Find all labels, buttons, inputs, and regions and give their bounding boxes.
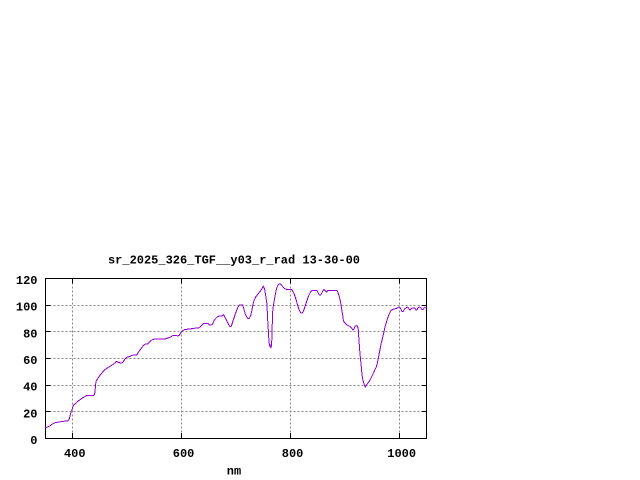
svg-text:100: 100 [16, 301, 38, 315]
svg-text:800: 800 [282, 447, 304, 461]
svg-text:40: 40 [23, 381, 37, 395]
svg-text:120: 120 [16, 274, 38, 288]
svg-text:0: 0 [30, 434, 37, 448]
svg-text:1000: 1000 [387, 447, 416, 461]
svg-text:400: 400 [64, 447, 86, 461]
svg-text:20: 20 [23, 407, 37, 421]
svg-text:80: 80 [23, 327, 37, 341]
svg-text:60: 60 [23, 354, 37, 368]
svg-text:nm: nm [227, 465, 241, 479]
svg-text:600: 600 [173, 447, 195, 461]
svg-text:sr_2025_326_TGF__y03_r_rad 13-: sr_2025_326_TGF__y03_r_rad 13-30-00 [108, 254, 360, 268]
